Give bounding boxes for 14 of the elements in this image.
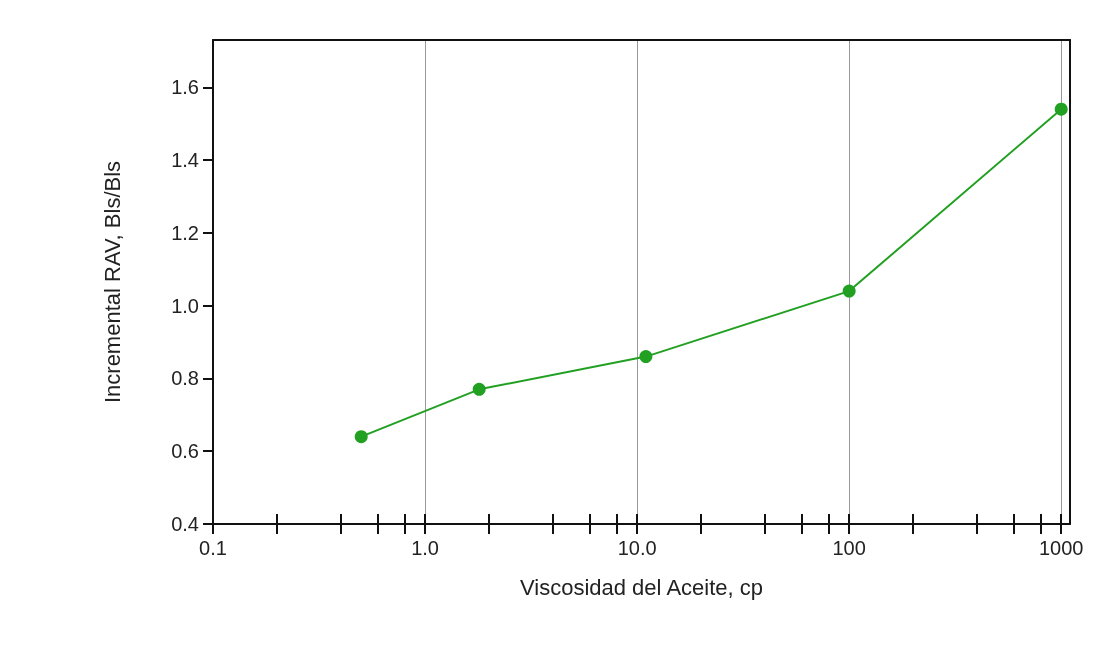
y-axis-title: Incremental RAV, Bls/Bls (99, 160, 125, 404)
x-tick-label: 0.1 (199, 537, 227, 559)
x-tick-label: 1000 (1038, 537, 1084, 559)
x-tick-label: 1.0 (411, 537, 439, 559)
x-axis-title: Viscosidad del Aceite, cp (520, 574, 763, 600)
y-tick-label: 1.2 (171, 221, 199, 244)
y-tick-label: 1.6 (171, 76, 199, 99)
x-tick-label: 100 (832, 537, 866, 559)
y-tick-label: 0.8 (171, 367, 199, 390)
x-tick-label: 10.0 (617, 537, 657, 559)
y-tick-label: 1.4 (171, 149, 199, 172)
y-tick-label: 0.4 (171, 513, 199, 535)
y-tick-label: 0.6 (171, 440, 199, 463)
y-tick-label: 1.0 (171, 294, 199, 317)
